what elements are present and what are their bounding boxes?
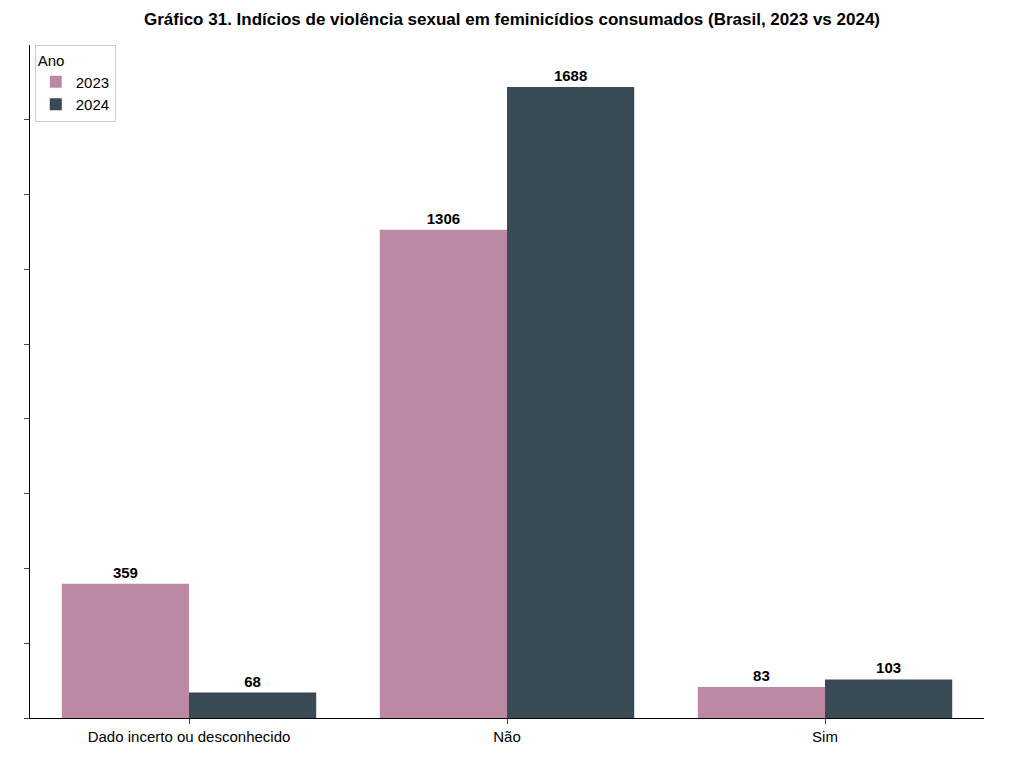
svg-text:Não: Não [493,728,521,745]
svg-text:1688: 1688 [554,67,587,84]
svg-text:Sim: Sim [812,728,838,745]
svg-text:2023: 2023 [76,74,109,91]
svg-text:359: 359 [113,564,138,581]
svg-text:Ano: Ano [38,52,65,69]
svg-text:68: 68 [244,673,261,690]
svg-text:83: 83 [753,667,770,684]
svg-text:103: 103 [876,659,901,676]
svg-text:Dado incerto ou desconhecido: Dado incerto ou desconhecido [88,728,291,745]
svg-text:Gráfico 31. Indícios de violên: Gráfico 31. Indícios de violência sexual… [144,10,880,29]
svg-text:2024: 2024 [76,96,109,113]
svg-text:1306: 1306 [427,210,460,227]
